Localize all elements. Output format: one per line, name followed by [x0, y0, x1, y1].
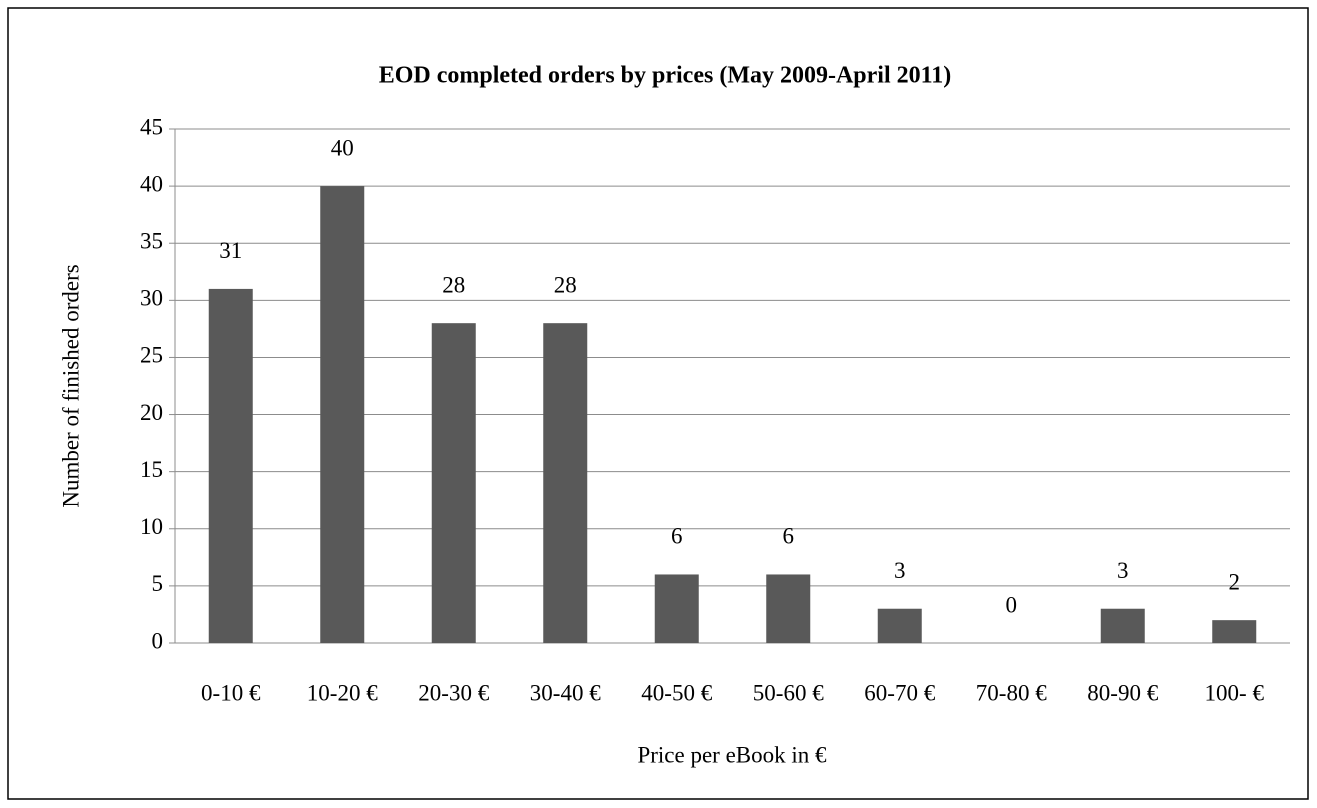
- y-tick-label: 0: [152, 628, 164, 653]
- bar: [766, 574, 811, 643]
- x-axis-label: Price per eBook in €: [637, 742, 827, 767]
- y-tick-label: 15: [140, 457, 163, 482]
- bar: [1212, 620, 1257, 643]
- data-label: 3: [1117, 558, 1129, 583]
- x-tick-label: 40-50 €: [641, 680, 712, 705]
- x-tick-label: 10-20 €: [307, 680, 378, 705]
- x-tick-label: 20-30 €: [418, 680, 489, 705]
- bar: [208, 288, 253, 643]
- y-tick-label: 35: [140, 229, 163, 254]
- bar: [431, 323, 476, 643]
- bar: [543, 323, 588, 643]
- y-tick-label: 25: [140, 343, 163, 368]
- data-label: 40: [331, 135, 354, 160]
- chart-title: EOD completed orders by prices (May 2009…: [379, 63, 952, 89]
- bar: [320, 186, 365, 643]
- x-tick-label: 30-40 €: [530, 680, 601, 705]
- x-tick-label: 0-10 €: [201, 680, 261, 705]
- x-tick-label: 80-90 €: [1087, 680, 1158, 705]
- data-label: 28: [554, 272, 577, 297]
- y-tick-label: 10: [140, 514, 163, 539]
- x-tick-label: 50-60 €: [753, 680, 824, 705]
- data-label: 31: [219, 238, 242, 263]
- y-axis-label: Number of finished orders: [58, 264, 83, 507]
- x-tick-label: 60-70 €: [864, 680, 935, 705]
- data-label: 6: [783, 524, 795, 549]
- bar: [654, 574, 699, 643]
- y-tick-label: 5: [152, 571, 164, 596]
- x-tick-label: 100- €: [1205, 680, 1265, 705]
- y-tick-label: 45: [140, 114, 163, 139]
- bar: [877, 608, 922, 643]
- data-label: 3: [894, 558, 906, 583]
- y-tick-label: 40: [140, 171, 163, 196]
- data-label: 0: [1006, 592, 1018, 617]
- bar: [1100, 608, 1145, 643]
- x-tick-label: 70-80 €: [976, 680, 1047, 705]
- data-label: 6: [671, 524, 683, 549]
- y-tick-label: 30: [140, 286, 163, 311]
- data-label: 2: [1229, 569, 1241, 594]
- y-tick-label: 20: [140, 400, 163, 425]
- data-label: 28: [442, 272, 465, 297]
